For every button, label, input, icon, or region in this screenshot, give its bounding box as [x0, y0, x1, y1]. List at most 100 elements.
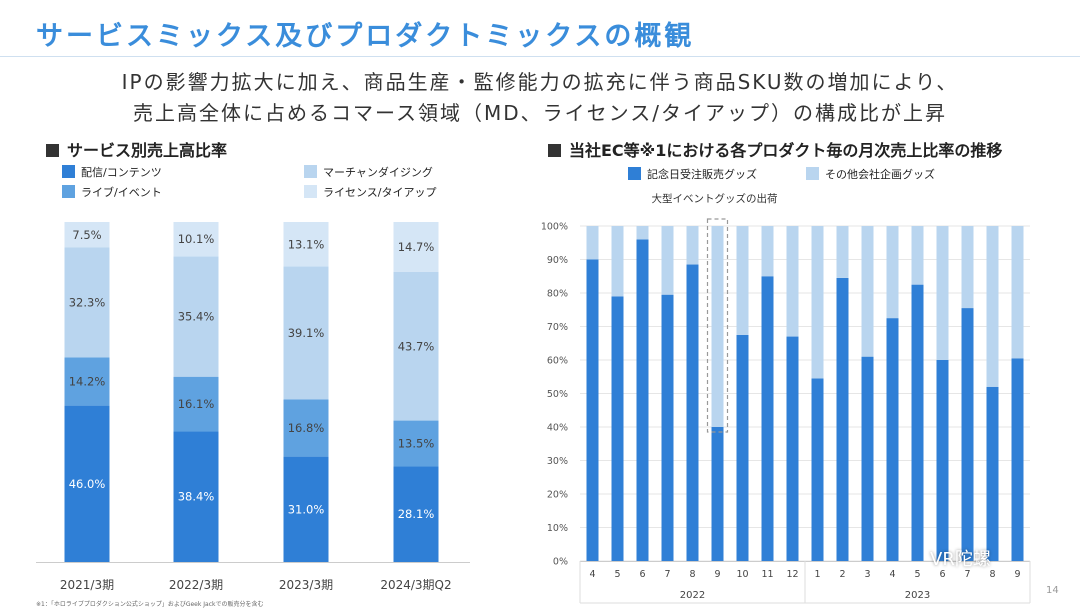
- x-tick-label: 2021/3期: [60, 578, 114, 592]
- subtitle-line-1: IPの影響力拡大に加え、商品生産・監修能力の拡充に伴う商品SKU数の増加により、: [121, 70, 959, 94]
- x-group-label: 2023: [905, 590, 930, 601]
- bar-segment-other: [836, 226, 849, 278]
- x-tick-label: 4: [889, 569, 895, 580]
- data-label: 13.1%: [288, 237, 325, 251]
- x-tick-label: 9: [1014, 569, 1020, 580]
- x-tick-label: 6: [639, 569, 645, 580]
- bar-segment-anniversary: [986, 386, 999, 561]
- legend-label: マーチャンダイジング: [323, 166, 433, 179]
- data-label: 28.1%: [398, 507, 435, 521]
- legend-label: 配信/コンテンツ: [81, 166, 162, 179]
- bar-segment-other: [636, 226, 649, 240]
- x-tick-label: 2022/3期: [169, 578, 223, 592]
- annotation-box: [706, 218, 729, 433]
- legend-label: ライセンス/タイアップ: [323, 186, 437, 199]
- x-tick-label: 1: [814, 569, 820, 580]
- watermark: VR陀螺: [930, 549, 991, 570]
- y-tick-label: 80%: [547, 289, 568, 300]
- x-tick-label: 5: [614, 569, 620, 580]
- x-tick-label: 10: [736, 569, 748, 580]
- bar-segment-other: [686, 226, 699, 265]
- x-tick-label: 12: [786, 569, 798, 580]
- x-tick-label: 2: [839, 569, 845, 580]
- y-tick-label: 10%: [547, 523, 568, 534]
- bar-segment-other: [661, 226, 674, 295]
- bar-segment-other: [986, 226, 999, 387]
- square-bullet-icon: [46, 144, 59, 157]
- bar-segment-other: [936, 226, 949, 360]
- bar-segment-anniversary: [711, 427, 724, 561]
- data-label: 46.0%: [69, 477, 106, 491]
- y-tick-label: 0%: [553, 557, 568, 568]
- legend-swatch: [806, 167, 819, 180]
- bar-segment-anniversary: [661, 294, 674, 561]
- x-tick-label: 5: [914, 569, 920, 580]
- legend-item-anniversary: 記念日受注販売グッズ: [628, 166, 757, 182]
- bar-segment-anniversary: [1011, 358, 1024, 561]
- bar-segment-other: [711, 226, 724, 427]
- title-divider: [0, 56, 1080, 57]
- bar-segment-anniversary: [786, 336, 799, 561]
- bar-segment-other: [586, 226, 599, 260]
- bar-segment-anniversary: [686, 264, 699, 561]
- data-label: 16.8%: [288, 421, 325, 435]
- bar-segment-anniversary: [861, 356, 874, 561]
- bar-segment-anniversary: [936, 360, 949, 561]
- x-group-label: 2022: [680, 590, 705, 601]
- x-tick-label: 11: [761, 569, 773, 580]
- bar-segment-other: [786, 226, 799, 337]
- bar-segment-license: [173, 222, 219, 257]
- legend-swatch: [62, 165, 75, 178]
- y-tick-label: 20%: [547, 490, 568, 501]
- data-label: 31.0%: [288, 502, 325, 516]
- bar-segment-anniversary: [611, 296, 624, 561]
- legend-swatch: [628, 167, 641, 180]
- data-label: 35.4%: [178, 310, 215, 324]
- bar-segment-anniversary: [911, 284, 924, 561]
- footnote: ※1：「ホロライブプロダクション公式ショップ」およびGeek Jackでの販売分…: [36, 601, 264, 608]
- data-label: 43.7%: [398, 339, 435, 353]
- bar-segment-merch: [283, 266, 329, 400]
- data-label: 39.1%: [288, 326, 325, 340]
- bar-segment-anniversary: [836, 277, 849, 561]
- bar-segment-distribution: [283, 456, 329, 562]
- left-chart-title-text: サービス別売上高比率: [67, 141, 228, 160]
- x-tick-label: 8: [689, 569, 695, 580]
- bar-segment-anniversary: [961, 308, 974, 561]
- legend-label: その他会社企画グッズ: [825, 168, 935, 181]
- bar-segment-license: [64, 222, 110, 248]
- legend-swatch: [304, 165, 317, 178]
- y-tick-label: 30%: [547, 456, 568, 467]
- legend-label: 記念日受注販売グッズ: [647, 168, 757, 181]
- bar-segment-live: [393, 420, 439, 467]
- y-tick-label: 90%: [547, 255, 568, 266]
- legend-swatch: [62, 185, 75, 198]
- bar-segment-anniversary: [811, 378, 824, 561]
- legend-item-live: ライブ/イベント: [62, 184, 162, 200]
- bar-segment-anniversary: [636, 239, 649, 561]
- bar-segment-other: [611, 226, 624, 297]
- data-label: 32.3%: [69, 295, 106, 309]
- bar-segment-distribution: [393, 466, 439, 562]
- bar-segment-anniversary: [886, 318, 899, 561]
- bar-segment-anniversary: [586, 259, 599, 561]
- page-title: サービスミックス及びプロダクトミックスの概観: [36, 21, 695, 52]
- x-tick-label: 3: [864, 569, 870, 580]
- x-tick-label: 6: [939, 569, 945, 580]
- bar-segment-anniversary: [761, 276, 774, 561]
- data-label: 14.2%: [69, 374, 106, 388]
- bar-segment-live: [173, 376, 219, 432]
- legend-item-distribution: 配信/コンテンツ: [62, 164, 162, 180]
- bar-segment-live: [283, 399, 329, 457]
- bar-segment-other: [961, 226, 974, 309]
- x-tick-label: 2023/3期: [279, 578, 333, 592]
- data-label: 7.5%: [72, 228, 101, 242]
- bar-segment-merch: [393, 271, 439, 421]
- legend-item-other: その他会社企画グッズ: [806, 166, 935, 182]
- annotation-label: 大型イベントグッズの出荷: [652, 192, 778, 205]
- legend-item-merch: マーチャンダイジング: [304, 164, 433, 180]
- y-tick-label: 60%: [547, 356, 568, 367]
- data-label: 14.7%: [398, 240, 435, 254]
- bar-segment-live: [64, 357, 110, 406]
